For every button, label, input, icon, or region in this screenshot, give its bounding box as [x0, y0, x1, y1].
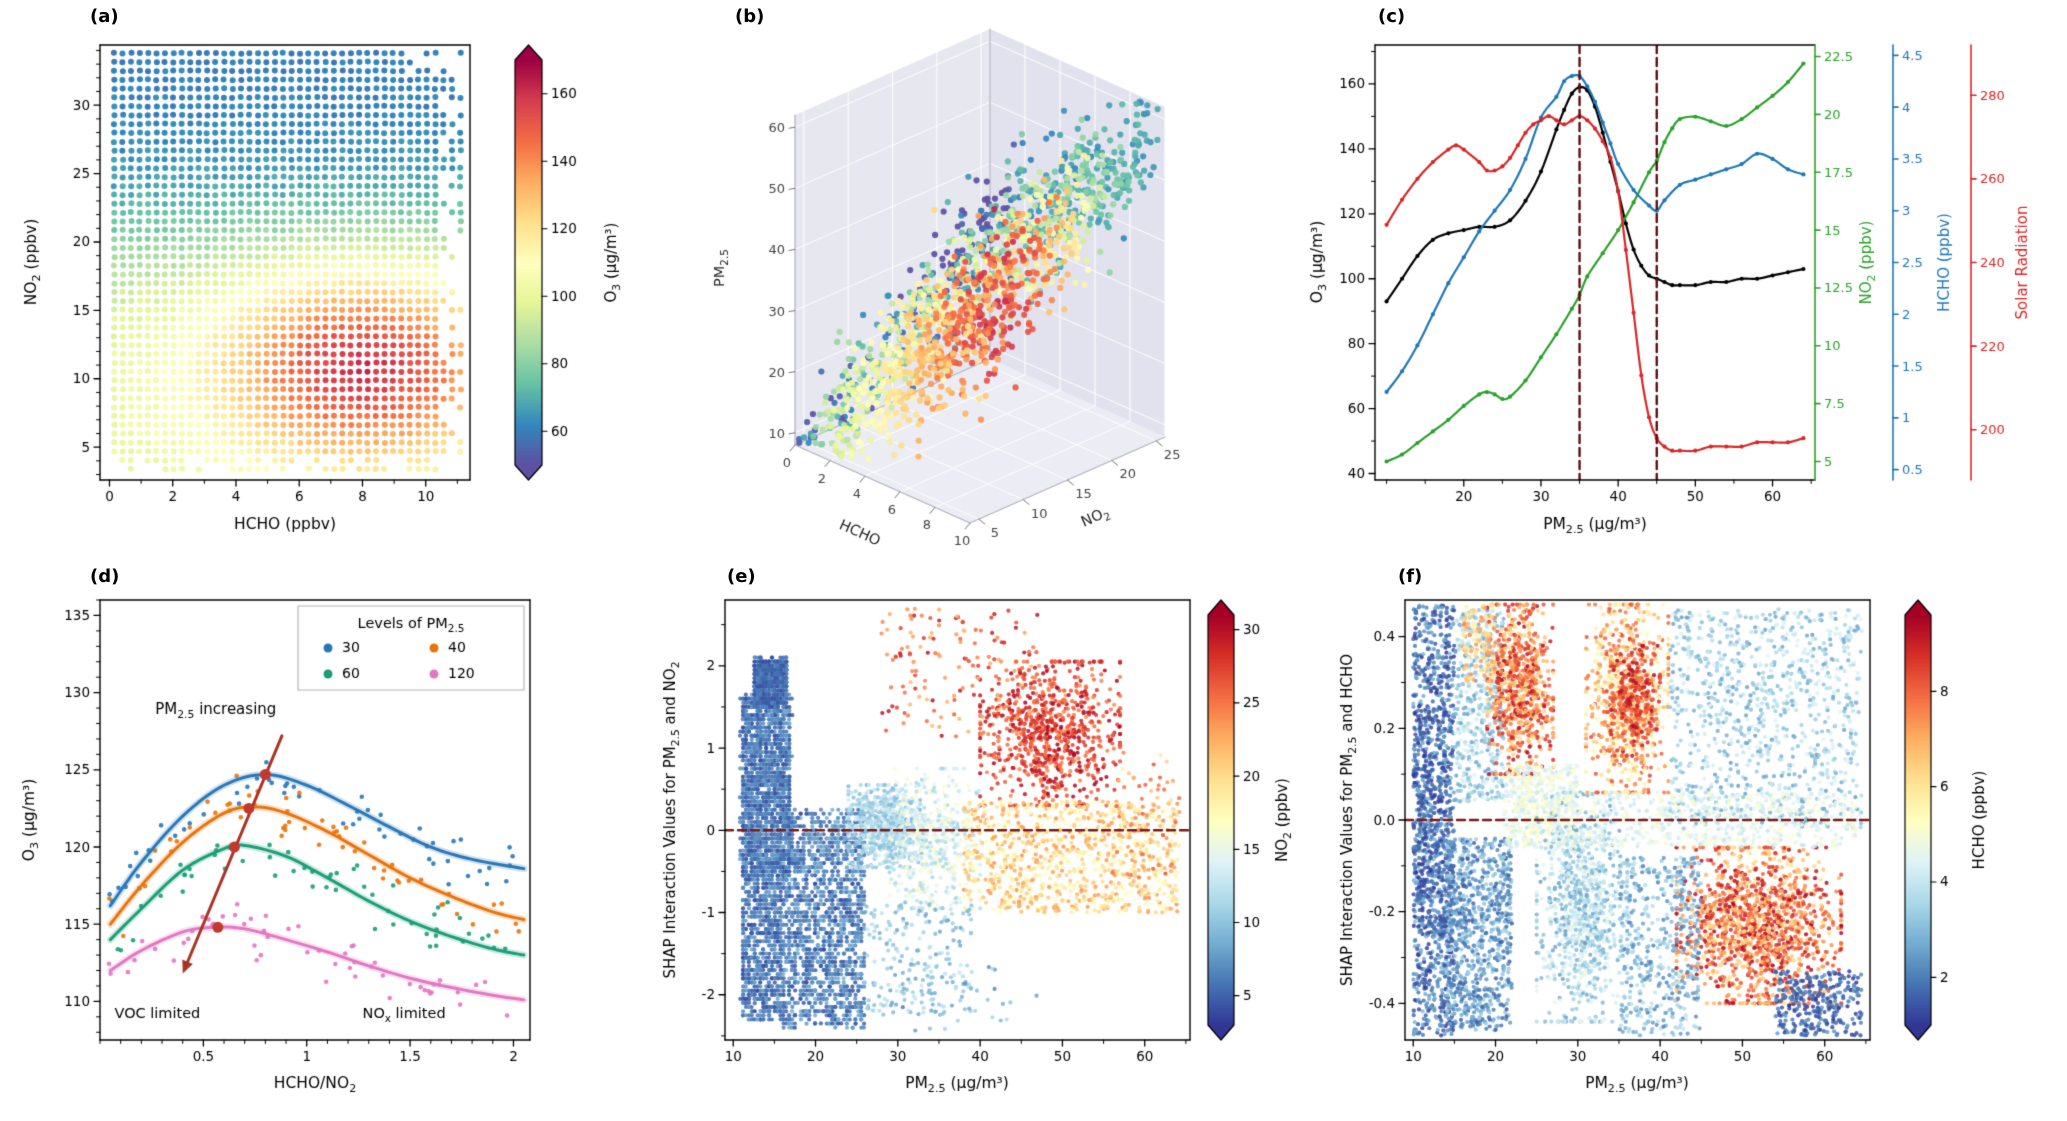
panel-e-plot: [660, 560, 1300, 1121]
panel-c-label: (c): [1378, 6, 1406, 27]
panel-d-plot: [0, 560, 660, 1121]
panel-d-label: (d): [90, 566, 120, 587]
panel-a-label: (a): [90, 6, 119, 27]
panel-a-plot: [0, 0, 660, 560]
panel-f-label: (f): [1398, 566, 1423, 587]
panel-e-label: (e): [727, 566, 756, 587]
panel-c-plot: [1300, 0, 2067, 560]
panel-f-plot: [1300, 560, 2067, 1121]
panel-b-plot: [660, 0, 1300, 560]
panel-b-label: (b): [735, 6, 765, 27]
